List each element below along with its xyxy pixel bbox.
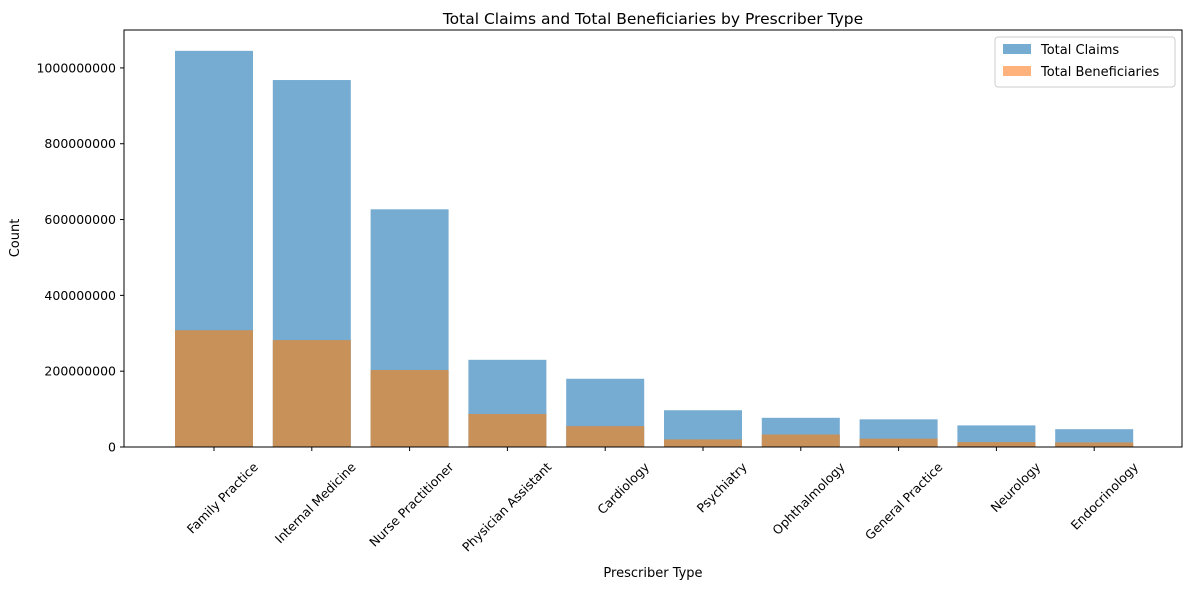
bar-beneficiaries-8 xyxy=(957,442,1036,447)
y-tick-label: 800000000 xyxy=(44,136,116,151)
y-tick-label: 200000000 xyxy=(44,364,116,379)
bar-claims-8 xyxy=(957,425,1036,447)
y-tick-label: 0 xyxy=(108,440,116,455)
bars-group xyxy=(175,50,1134,447)
legend: Total Claims Total Beneficiaries xyxy=(994,36,1176,88)
legend-label-claims: Total Claims xyxy=(1040,43,1119,58)
y-axis: 0 200000000 400000000 600000000 800000000 100… xyxy=(36,60,124,455)
x-tick-label: Neurology xyxy=(987,459,1043,515)
x-tick-label: General Practice xyxy=(862,459,946,543)
y-tick-label: 1000000000 xyxy=(36,60,116,75)
bar-beneficiaries-6 xyxy=(761,434,840,447)
bar-beneficiaries-7 xyxy=(859,438,938,447)
legend-box xyxy=(994,36,1176,88)
x-tick-label: Internal Medicine xyxy=(272,459,359,546)
x-tick-label: Family Practice xyxy=(184,459,261,536)
x-axis-label: Prescriber Type xyxy=(603,566,702,581)
bar-beneficiaries-5 xyxy=(664,439,742,447)
x-axis: Family Practice Internal Medicine Nurse Pr… xyxy=(184,447,1142,555)
y-tick-label: 600000000 xyxy=(44,212,116,227)
bar-beneficiaries-1 xyxy=(272,340,351,447)
y-tick-label: 400000000 xyxy=(44,288,116,303)
x-tick-label: Nurse Practitioner xyxy=(366,459,457,550)
legend-swatch-beneficiaries xyxy=(1003,66,1031,76)
bar-beneficiaries-4 xyxy=(566,426,645,447)
x-tick-label: Cardiology xyxy=(594,459,652,517)
legend-swatch-claims xyxy=(1003,44,1031,54)
x-tick-label: Ophthalmology xyxy=(769,459,848,538)
y-axis-label: Count xyxy=(8,219,23,258)
x-tick-label: Physician Assistant xyxy=(459,459,554,554)
chart-title: Total Claims and Total Beneficiaries by … xyxy=(442,10,863,28)
x-tick-label: Endocrinology xyxy=(1068,459,1142,533)
bar-beneficiaries-3 xyxy=(468,414,547,447)
legend-label-beneficiaries: Total Beneficiaries xyxy=(1040,65,1160,80)
bar-beneficiaries-2 xyxy=(370,370,449,447)
plot-frame xyxy=(123,29,1183,448)
bar-beneficiaries-0 xyxy=(175,330,253,447)
x-tick-label: Psychiatry xyxy=(694,459,751,516)
bar-beneficiaries-9 xyxy=(1055,442,1134,447)
